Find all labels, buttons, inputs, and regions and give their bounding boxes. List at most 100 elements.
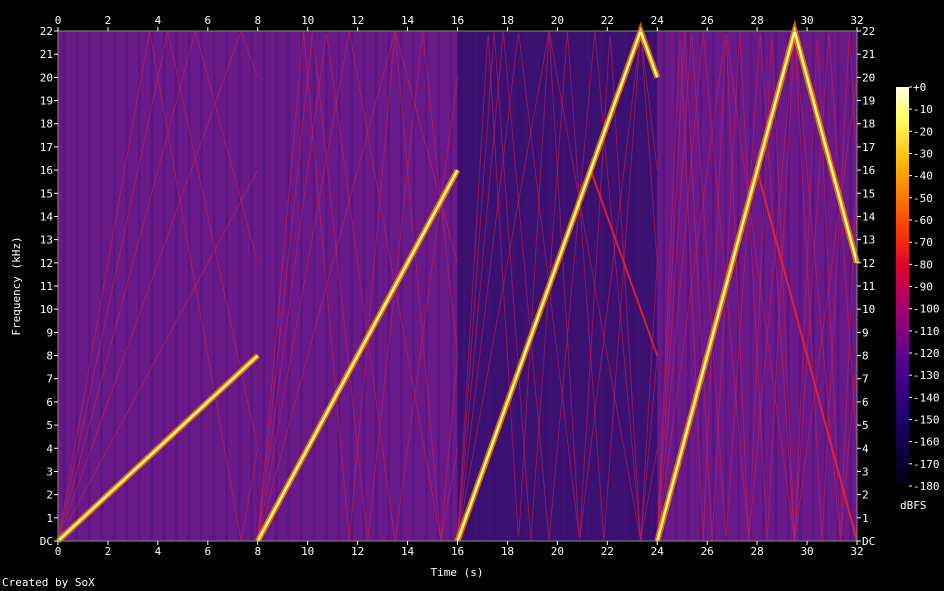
y-tick-label: 10 — [862, 303, 875, 316]
sweep-line — [456, 27, 659, 542]
y-tick-label: 6 — [862, 396, 869, 409]
alias-line — [656, 30, 858, 542]
y-tick-label: 11 — [40, 280, 53, 293]
x-tick-label: 22 — [601, 14, 614, 27]
x-tick-label: 4 — [155, 14, 162, 27]
colorbar: +0 -10 -20 -30 -40 -50 -60 -70 -80 -90 -100 -110 -12… — [896, 81, 940, 512]
sweep-lines — [55, 19, 860, 544]
y-tick-label: 12 — [40, 257, 53, 270]
colorbar-tick-label: -30 — [913, 148, 933, 161]
alias-line — [257, 29, 458, 542]
y-tick-label: 13 — [40, 234, 53, 247]
y-tick-label: 16 — [40, 164, 53, 177]
colorbar-tick-label: -90 — [913, 281, 933, 294]
x-tick-label: 28 — [751, 14, 764, 27]
x-tick-label: 2 — [105, 545, 112, 558]
y-tick-label: 11 — [862, 280, 875, 293]
x-tick-label: 30 — [800, 14, 813, 27]
y-tick-label: 13 — [862, 234, 875, 247]
colorbar-tick-label: -180 — [913, 480, 940, 493]
y-tick-label: 17 — [40, 141, 53, 154]
alias-line — [457, 30, 658, 542]
y-tick-label: 2 — [46, 489, 53, 502]
y-tick-label: 21 — [40, 48, 53, 61]
y-tick-label: 12 — [862, 257, 875, 270]
y-tick-label: 18 — [40, 118, 53, 131]
x-tick-label: 8 — [254, 545, 261, 558]
x-tick-label: 10 — [301, 14, 314, 27]
segment-background — [257, 31, 458, 541]
sweep-line — [656, 26, 859, 542]
y-tick-label: 22 — [862, 25, 875, 38]
x-tick-label: 4 — [155, 545, 162, 558]
y-tick-label: 10 — [40, 303, 53, 316]
y-tick-label: 20 — [862, 71, 875, 84]
x-axis-label: Time (s) — [431, 566, 484, 579]
colorbar-label: dBFS — [900, 499, 927, 512]
x-tick-label: 16 — [451, 545, 464, 558]
y-tick-label: 7 — [46, 373, 53, 386]
y-tick-label: 5 — [862, 419, 869, 432]
sweep-line — [57, 354, 259, 542]
y-tick-label: 2 — [862, 489, 869, 502]
x-tick-label: 16 — [451, 14, 464, 27]
alias-line — [656, 33, 858, 542]
x-tick-label: 22 — [601, 545, 614, 558]
colorbar-tick-label: -170 — [913, 458, 940, 471]
x-tick-label: 28 — [751, 545, 764, 558]
colorbar-gradient — [896, 87, 909, 486]
alias-line — [656, 34, 858, 542]
x-tick-label: 30 — [800, 545, 813, 558]
alias-line — [457, 30, 658, 542]
y-tick-label: 7 — [862, 373, 869, 386]
y-tick-label: 1 — [46, 512, 53, 525]
colorbar-tick-label: -110 — [913, 325, 940, 338]
y-tick-label: 4 — [46, 442, 53, 455]
y-tick-label: 9 — [46, 326, 53, 339]
y-tick-label: 16 — [862, 164, 875, 177]
x-tick-label: 6 — [205, 545, 212, 558]
x-tick-label: 32 — [850, 545, 863, 558]
y-tick-label: 22 — [40, 25, 53, 38]
y-tick-label: 17 — [862, 141, 875, 154]
y-tick-label: 1 — [862, 512, 869, 525]
alias-line — [57, 29, 259, 542]
alias-line — [257, 30, 458, 542]
y-tick-label: 8 — [46, 350, 53, 363]
y-tick-label: 14 — [40, 210, 54, 223]
alias-line — [57, 169, 259, 542]
colorbar-tick-label: -40 — [913, 170, 933, 183]
x-tick-label: 0 — [55, 14, 62, 27]
y-tick-label: 3 — [862, 465, 869, 478]
colorbar-tick-label: -120 — [913, 347, 940, 360]
y-tick-label: 18 — [862, 118, 875, 131]
axes: 0022446688101012121414161618182020222224… — [40, 14, 876, 558]
colorbar-tick-label: -70 — [913, 236, 933, 249]
sweep-line — [256, 169, 459, 542]
y-tick-label: 6 — [46, 396, 53, 409]
colorbar-tick-label: -50 — [913, 192, 933, 205]
y-tick-label: 15 — [862, 187, 875, 200]
colorbar-tick-label: -100 — [913, 303, 940, 316]
y-tick-label: 15 — [40, 187, 53, 200]
x-tick-label: 6 — [205, 14, 212, 27]
colorbar-tick-label: -160 — [913, 436, 940, 449]
y-tick-label: DC — [40, 535, 53, 548]
x-tick-label: 14 — [401, 14, 415, 27]
y-tick-label: 19 — [40, 95, 53, 108]
y-tick-label: 5 — [46, 419, 53, 432]
colorbar-tick-label: -150 — [913, 414, 940, 427]
y-tick-label: 8 — [862, 350, 869, 363]
segment-background — [58, 31, 258, 541]
colorbar-tick-label: -60 — [913, 214, 933, 227]
colorbar-tick-label: -140 — [913, 391, 940, 404]
y-tick-label: 9 — [862, 326, 869, 339]
x-tick-label: 26 — [701, 545, 714, 558]
y-axis-label: Frequency (kHz) — [10, 236, 23, 335]
y-tick-label: 21 — [862, 48, 875, 61]
colorbar-tick-label: -10 — [913, 103, 933, 116]
alias-line — [257, 33, 458, 542]
alias-line — [656, 39, 858, 542]
alias-line — [257, 30, 458, 542]
colorbar-tick-label: -130 — [913, 369, 940, 382]
